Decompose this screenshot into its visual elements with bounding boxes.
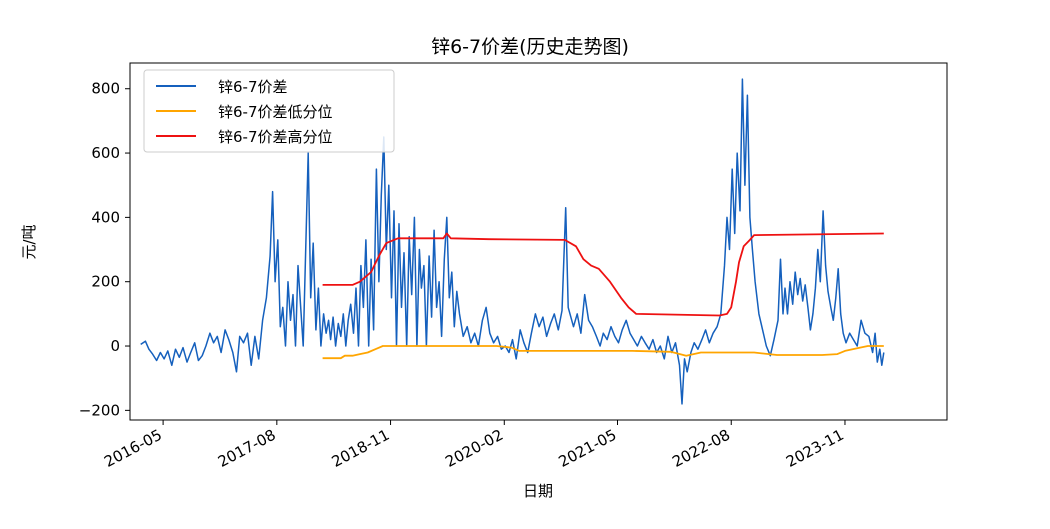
- y-axis-label: 元/吨: [20, 224, 38, 259]
- y-tick-label: 400: [91, 208, 120, 226]
- y-tick-label: 800: [91, 80, 120, 98]
- chart-title: 锌6-7价差(历史走势图): [431, 36, 629, 58]
- y-tick-label: 200: [91, 273, 120, 291]
- y-tick-label: 600: [91, 144, 120, 162]
- plot-area: [140, 78, 885, 405]
- x-axis-label: 日期: [523, 482, 553, 500]
- series-line-spread: [140, 78, 885, 405]
- legend-label-spread: 锌6-7价差: [218, 78, 288, 96]
- legend-box: [143, 69, 395, 153]
- y-tick-label: 0: [110, 337, 120, 355]
- series-line-high-quantile: [322, 232, 884, 317]
- legend: 锌6-7价差 锌6-7价差低分位 锌6-7价差高分位: [143, 69, 395, 153]
- x-tick-label: 2016-05: [101, 426, 165, 471]
- x-tick-label: 2022-08: [669, 426, 733, 471]
- y-tick-label: −200: [79, 401, 120, 419]
- x-tick-label: 2021-05: [556, 426, 620, 471]
- series-line-low-quantile: [322, 345, 884, 360]
- x-tick-label: 2018-11: [329, 426, 393, 471]
- legend-label-high-quantile: 锌6-7价差高分位: [218, 128, 333, 146]
- x-tick-label: 2020-02: [442, 426, 506, 471]
- plot-frame: [129, 62, 948, 421]
- legend-label-low-quantile: 锌6-7价差低分位: [218, 103, 333, 121]
- x-tick-label: 2023-11: [783, 426, 847, 471]
- x-tick-label: 2017-08: [215, 426, 279, 471]
